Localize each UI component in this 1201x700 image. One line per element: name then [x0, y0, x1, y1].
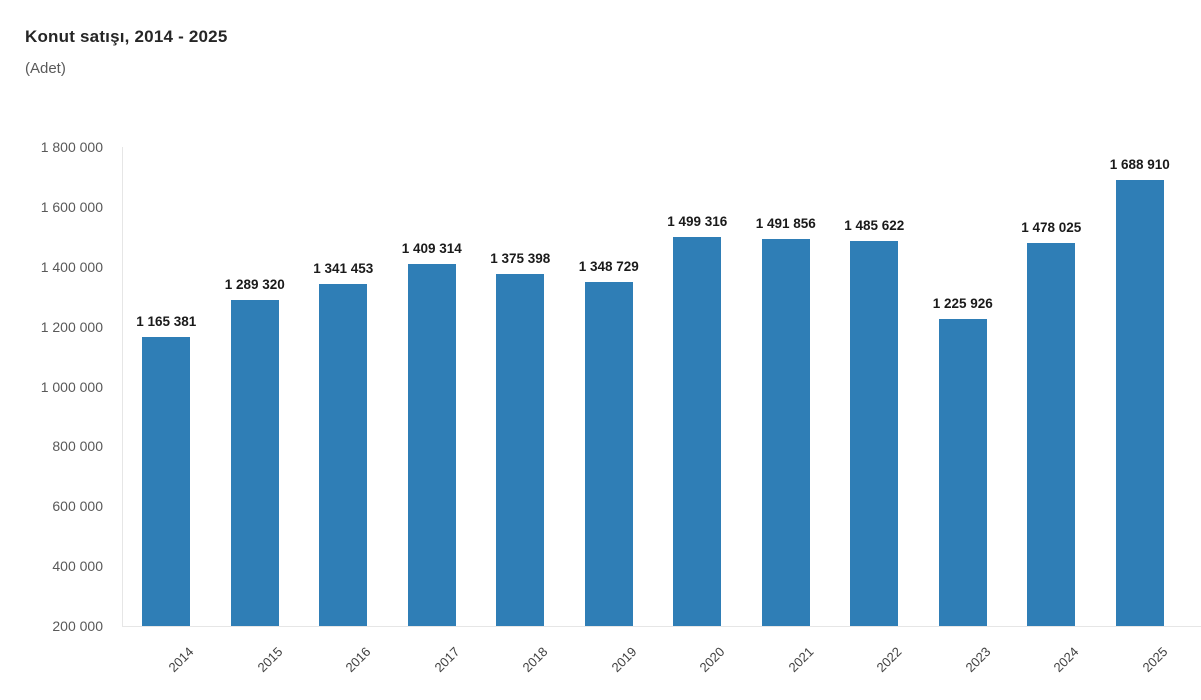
x-slot-2020: 2020 [653, 627, 742, 697]
bar-value-label-2014: 1 165 381 [136, 314, 197, 329]
x-tick-label-2020: 2020 [696, 644, 728, 676]
x-slot-2025: 2025 [1096, 627, 1185, 697]
bar-slot-2024: 1 478 025 [1007, 147, 1096, 626]
chart-subtitle: (Adet) [25, 60, 66, 77]
x-axis-line [122, 626, 1201, 627]
y-tick-label: 400 000 [52, 558, 103, 575]
y-axis-line [122, 147, 123, 626]
bar-2017: 1 409 314 [402, 241, 462, 626]
plot-area: 1 165 381 1 289 320 1 341 453 1 409 314 1 37… [122, 147, 1184, 626]
x-tick-label-2018: 2018 [519, 644, 551, 676]
x-tick-label-2014: 2014 [165, 644, 197, 676]
x-slot-2024: 2024 [1007, 627, 1096, 697]
bar-2015: 1 289 320 [225, 277, 285, 626]
bar-slot-2021: 1 491 856 [742, 147, 831, 626]
bar-2016: 1 341 453 [313, 261, 373, 626]
x-tick-label-2025: 2025 [1139, 644, 1171, 676]
bar-2020: 1 499 316 [667, 214, 727, 626]
x-tick-label-2022: 2022 [873, 644, 905, 676]
x-slot-2023: 2023 [919, 627, 1008, 697]
bar-value-label-2022: 1 485 622 [844, 218, 905, 234]
x-slot-2016: 2016 [299, 627, 388, 697]
bar-slot-2014: 1 165 381 [122, 147, 211, 626]
x-tick-label-2019: 2019 [608, 644, 640, 676]
bar-slot-2020: 1 499 316 [653, 147, 742, 626]
bar-slot-2016: 1 341 453 [299, 147, 388, 626]
bar-value-label-2017: 1 409 314 [401, 240, 462, 256]
bar-value-label-2024: 1 478 025 [1021, 220, 1082, 236]
y-tick-label: 1 400 000 [40, 258, 103, 275]
bar-slot-2025: 1 688 910 [1096, 147, 1185, 626]
bar-2021: 1 491 856 [756, 216, 816, 626]
x-slot-2017: 2017 [388, 627, 477, 697]
bar-slot-2018: 1 375 398 [476, 147, 565, 626]
bar-2018: 1 375 398 [490, 251, 550, 626]
bar-2023: 1 225 926 [933, 296, 993, 626]
x-tick-label-2024: 2024 [1050, 644, 1082, 676]
bar-value-label-2019: 1 348 729 [578, 259, 639, 275]
y-tick-label: 1 000 000 [40, 378, 103, 395]
y-tick-label: 600 000 [52, 498, 103, 515]
x-slot-2019: 2019 [565, 627, 654, 697]
x-slot-2022: 2022 [830, 627, 919, 697]
y-tick-label: 200 000 [52, 618, 103, 634]
chart-title: Konut satışı, 2014 - 2025 [25, 27, 228, 46]
x-tick-label-2016: 2016 [342, 644, 374, 676]
y-tick-label: 1 200 000 [40, 318, 103, 335]
bar-value-label-2023: 1 225 926 [932, 295, 993, 311]
bar-2025: 1 688 910 [1110, 157, 1170, 626]
bar-slot-2022: 1 485 622 [830, 147, 919, 626]
bar-slot-2017: 1 409 314 [388, 147, 477, 626]
bar-2022: 1 485 622 [844, 218, 904, 626]
bar-slot-2019: 1 348 729 [565, 147, 654, 626]
bar-2014: 1 165 381 [136, 314, 196, 626]
x-slot-2018: 2018 [476, 627, 565, 697]
bar-2024: 1 478 025 [1021, 220, 1081, 626]
x-slot-2021: 2021 [742, 627, 831, 697]
y-tick-label: 1 600 000 [40, 198, 103, 215]
bar-slot-2015: 1 289 320 [211, 147, 300, 626]
x-axis-labels: 2014 2015 2016 2017 2018 2019 2020 2021 2022 2023… [122, 627, 1184, 697]
x-tick-label-2023: 2023 [962, 644, 994, 676]
x-slot-2015: 2015 [211, 627, 300, 697]
x-tick-label-2015: 2015 [254, 644, 286, 676]
y-axis-labels: 1 800 000 1 600 000 1 400 000 1 200 000 1 00… [0, 139, 103, 634]
bar-value-label-2015: 1 289 320 [224, 276, 285, 292]
y-tick-label: 800 000 [52, 438, 103, 455]
y-tick-label: 1 800 000 [40, 139, 103, 155]
bar-2019: 1 348 729 [579, 259, 639, 626]
x-tick-label-2017: 2017 [431, 644, 463, 676]
x-slot-2014: 2014 [122, 627, 211, 697]
bar-value-label-2016: 1 341 453 [313, 261, 374, 277]
bar-slot-2023: 1 225 926 [919, 147, 1008, 626]
x-tick-label-2021: 2021 [785, 644, 817, 676]
bar-value-label-2021: 1 491 856 [755, 216, 816, 232]
bar-value-label-2025: 1 688 910 [1109, 157, 1170, 173]
bar-value-label-2018: 1 375 398 [490, 251, 551, 267]
bar-value-label-2020: 1 499 316 [667, 214, 728, 230]
